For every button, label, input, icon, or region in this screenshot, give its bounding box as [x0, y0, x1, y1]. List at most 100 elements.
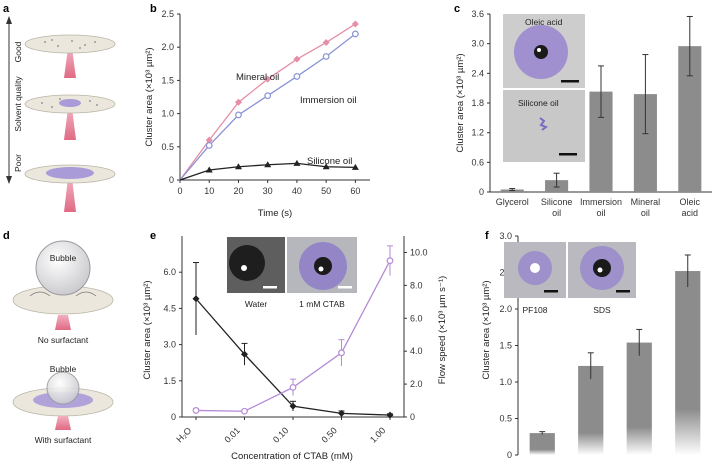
chart-b-data-point: [235, 111, 242, 119]
series-label-silicone-oil: Silicone oil: [307, 156, 352, 167]
chart-f-bar: [675, 271, 701, 455]
chart-b-data-point: [234, 163, 242, 170]
scale-bar: [544, 290, 558, 293]
panel-label-b: b: [150, 3, 157, 15]
inset-label-silicone-oil: Silicone oil: [518, 98, 559, 108]
chart-e-right-y-tick-label: 8.0: [410, 280, 423, 290]
chart-f-bar: [529, 433, 555, 455]
chart-c-category-label: Oleic: [680, 197, 701, 207]
chart-b-data-point: [322, 39, 330, 47]
axis-arrow-up-icon: [6, 16, 12, 24]
chart-b-x-tick-label: 50: [321, 186, 331, 196]
bubble-core-icon: [593, 259, 611, 277]
chart-f-y-tick-label: 0: [507, 450, 512, 460]
chart-e-x-axis-label: Concentration of CTAB (mM): [231, 451, 353, 462]
bubble-icon: [229, 245, 265, 281]
chart-e-right-y-tick-label: 6.0: [410, 313, 423, 323]
scale-bar: [338, 286, 352, 289]
chart-c-y-tick-label: 2.4: [471, 68, 484, 78]
laser-beam-icon: [64, 48, 76, 78]
chart-b-data-point: [351, 163, 359, 170]
chart-b-data-point: [205, 142, 213, 149]
laser-beam-icon: [64, 108, 76, 140]
chart-b-data-point: [322, 163, 330, 170]
chart-c-category-label: Glycerol: [496, 197, 529, 207]
chart-e-data-point: [338, 409, 345, 417]
chart-e-data-point: [241, 350, 248, 358]
chart-f-y-tick-label: 3.0: [499, 231, 512, 241]
chart-c-bar: [589, 91, 613, 192]
chart-b-y-tick-label: 1.5: [161, 75, 174, 85]
chart-b-y-tick-label: 0.5: [161, 142, 174, 152]
bubble-highlight-icon: [241, 265, 247, 271]
bubble-label-top: Bubble: [50, 253, 77, 263]
chart-e-data-point: [241, 407, 248, 415]
chart-b-data-point: [205, 166, 213, 173]
chart-c-category-label: oil: [552, 208, 561, 218]
inset-label-sds: SDS: [593, 305, 611, 315]
chart-e-data-point: [386, 257, 394, 265]
chart-c-y-tick-label: 3.6: [471, 9, 484, 19]
chart-b-data-point: [293, 159, 301, 166]
laser-beam-icon: [55, 416, 71, 430]
chart-b-data-point: [264, 75, 272, 83]
bubble-icon: [35, 240, 91, 296]
chart-e-left-y-tick-label: 0: [171, 412, 176, 422]
chart-b-data-point: [351, 20, 359, 28]
particle-cluster-icon: [46, 167, 94, 179]
chart-b-x-tick-label: 60: [350, 186, 360, 196]
substrate-disk-icon: [24, 34, 116, 54]
chart-e-left-y-tick-label: 3.0: [163, 340, 176, 350]
chart-e-data-point: [192, 295, 200, 303]
micrograph-water: Water: [227, 237, 285, 309]
chart-b-data-point: [264, 92, 272, 100]
inset-label-pf108: PF108: [522, 305, 547, 315]
chart-e-data-point: [386, 411, 394, 419]
chart-e-data-point: [338, 349, 345, 357]
chart-e-left-y-tick-label: 4.5: [163, 303, 176, 313]
particles-icon: [41, 98, 98, 108]
chart-b: 0 10 20 30 40 50 60 00.51.01.52.02.5 Time (s) …: [144, 9, 370, 219]
particle-cluster-icon: [59, 99, 81, 107]
chart-e-x-tick-label: H₂O: [174, 425, 193, 444]
panel-label-f: f: [485, 230, 489, 242]
chart-c-bar: [633, 94, 657, 192]
chart-b-data-point: [293, 73, 301, 80]
chart-c-y-tick-label: 3.0: [471, 39, 484, 49]
chart-e-data-point: [192, 407, 200, 414]
poor-label: Poor: [13, 154, 23, 172]
chart-e-left-y-axis-label: Cluster area (×10³ µm²): [142, 280, 153, 379]
chart-b-x-tick-label: 20: [233, 186, 243, 196]
scale-bar: [559, 153, 577, 156]
micrograph-silicone-oil: Silicone oil: [503, 90, 585, 162]
chart-f-y-tick-label: 0.5: [499, 414, 512, 424]
chart-c-category-label: oil: [641, 208, 650, 218]
caption-with-surfactant: With surfactant: [35, 435, 92, 445]
chart-e-right-y-tick-label: 10.0: [410, 247, 428, 257]
panel-label-e: e: [150, 230, 156, 242]
chart-e-x-tick-label: 0.50: [319, 425, 338, 444]
particle-cluster-icon: [539, 117, 549, 131]
chart-b-y-tick-label: 2.5: [161, 9, 174, 19]
chart-c-y-tick-label: 1.2: [471, 128, 484, 138]
chart-c: 00.61.21.82.43.03.6 Glycerol SiliconeoilI…: [455, 9, 712, 218]
chart-e-right-y-axis-label: Flow speed (×10³ µm s⁻¹): [437, 276, 448, 384]
chart-b-x-tick-label: 0: [177, 186, 182, 196]
flow-arrows-icon: [29, 291, 97, 297]
bubble-highlight-icon: [537, 48, 541, 52]
inset-label-water: Water: [245, 299, 268, 309]
series-label-immersion-oil: Immersion oil: [300, 95, 357, 106]
chart-b-y-axis-label: Cluster area (×10³ µm²): [144, 47, 155, 146]
chart-c-category-label: Mineral: [631, 197, 661, 207]
chart-b-data-point: [322, 53, 330, 60]
bubble-core-icon: [534, 45, 548, 59]
bubble-core-icon: [314, 257, 332, 275]
scale-bar: [561, 80, 579, 83]
chart-b-y-tick-label: 1.0: [161, 109, 174, 119]
particles-icon: [44, 39, 96, 49]
inset-label-ctab: 1 mM CTAB: [299, 299, 345, 309]
chart-e-right-y-tick-label: 2.0: [410, 379, 423, 389]
laser-beam-icon: [55, 315, 71, 330]
chart-c-y-tick-label: 1.8: [471, 98, 484, 108]
